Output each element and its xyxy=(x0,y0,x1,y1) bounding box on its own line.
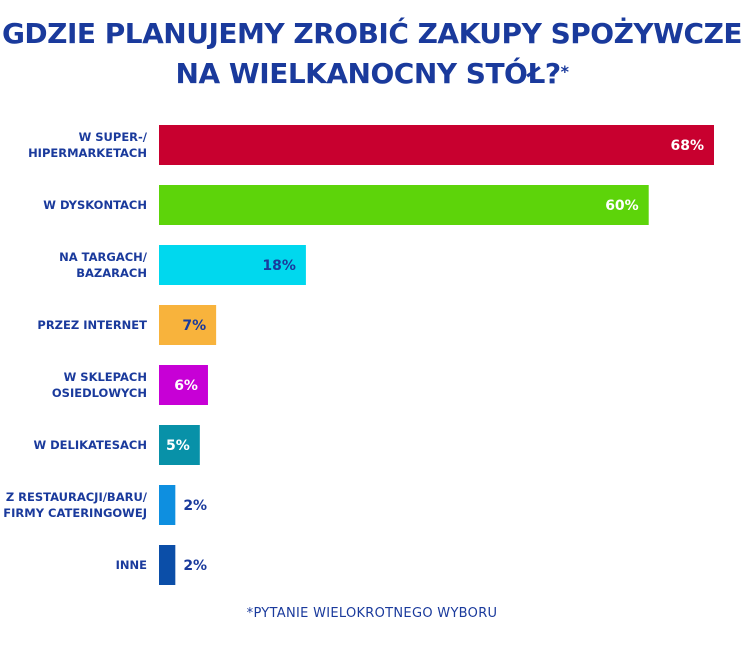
chart-title: GDZIE PLANUJEMY ZROBIĆ ZAKUPY SPOŻYWCZE … xyxy=(0,14,744,94)
bar xyxy=(159,425,200,465)
value-label: 5% xyxy=(166,438,190,454)
value-label: 60% xyxy=(605,198,639,214)
chart-title-line-1: GDZIE PLANUJEMY ZROBIĆ ZAKUPY SPOŻYWCZE xyxy=(1,17,743,50)
value-label: 18% xyxy=(262,258,296,274)
category-label: W DELIKATESACH xyxy=(33,438,147,452)
category-label-line: FIRMY CATERINGOWEJ xyxy=(3,506,147,520)
chart-title-line-2: NA WIELKANOCNY STÓŁ?* xyxy=(0,54,744,94)
category-label-line: PRZEZ INTERNET xyxy=(37,318,147,332)
value-label: 68% xyxy=(670,138,704,154)
value-label: 2% xyxy=(183,498,207,514)
category-label-line: NA TARGACH/ xyxy=(59,250,148,264)
value-label: 2% xyxy=(183,558,207,574)
footnote: *PYTANIE WIELOKROTNEGO WYBORU xyxy=(246,606,498,621)
category-label: W SKLEPACH OSIEDLOWYCH xyxy=(52,370,147,400)
category-label: W DYSKONTACH xyxy=(43,198,147,212)
category-label-line: OSIEDLOWYCH xyxy=(52,386,147,400)
bar xyxy=(159,485,176,525)
bar-chart: W SUPER-/ HIPERMARKETACH 68% W DYSKONTACH 60… xyxy=(3,125,714,585)
category-label: PRZEZ INTERNET xyxy=(37,318,147,332)
category-label-line: BAZARACH xyxy=(76,266,147,280)
category-label: INNE xyxy=(116,558,148,572)
bar xyxy=(159,545,176,585)
category-label-line: Z RESTAURACJI/BARU/ xyxy=(6,490,148,504)
category-label-line: W SUPER-/ xyxy=(79,130,148,144)
bar xyxy=(159,185,649,225)
category-label-line: W DELIKATESACH xyxy=(33,438,147,452)
category-label: Z RESTAURACJI/BARU/FIRMY CATERINGOWEJ xyxy=(3,490,148,520)
chart-title-asterisk: * xyxy=(560,62,569,81)
value-label: 7% xyxy=(182,318,206,334)
bar xyxy=(159,365,208,405)
category-label-line: INNE xyxy=(116,558,148,572)
category-label-line: W DYSKONTACH xyxy=(43,198,147,212)
value-label: 6% xyxy=(174,378,198,394)
bar xyxy=(159,125,714,165)
category-label: NA TARGACH/BAZARACH xyxy=(59,250,148,280)
chart-title-line-2-text: NA WIELKANOCNY STÓŁ? xyxy=(175,57,562,90)
category-label-line: W SKLEPACH xyxy=(64,370,147,384)
bar xyxy=(159,305,217,345)
bar xyxy=(159,245,306,285)
category-label-line: HIPERMARKETACH xyxy=(28,146,147,160)
category-label: W SUPER-/ HIPERMARKETACH xyxy=(28,130,148,160)
